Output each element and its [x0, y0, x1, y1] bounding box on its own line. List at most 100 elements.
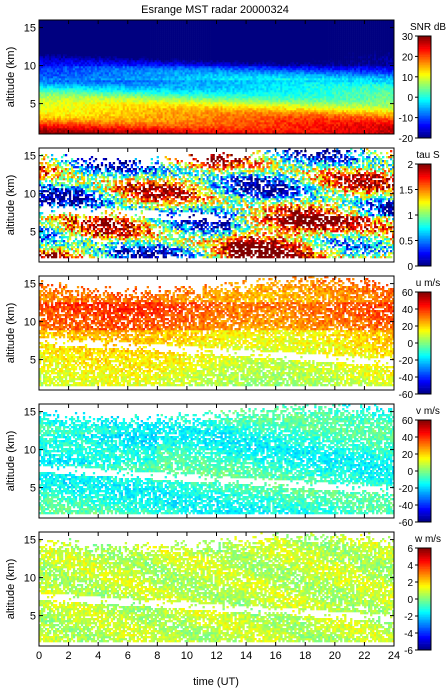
- heatmap-cell: [85, 118, 87, 120]
- heatmap-cell: [143, 32, 145, 34]
- heatmap-cell: [45, 112, 47, 114]
- heatmap-cell: [125, 102, 127, 104]
- heatmap-cell: [83, 90, 85, 92]
- heatmap-cell: [199, 110, 201, 112]
- heatmap-cell: [167, 68, 169, 70]
- heatmap-cell: [159, 90, 161, 92]
- heatmap-cell: [141, 78, 143, 80]
- heatmap-cell: [63, 40, 65, 42]
- heatmap-cell: [155, 106, 157, 108]
- heatmap-cell: [93, 24, 95, 26]
- heatmap-cell: [205, 70, 207, 72]
- heatmap-cell: [183, 46, 185, 48]
- heatmap-cell: [87, 108, 89, 110]
- heatmap-cell: [173, 128, 175, 130]
- heatmap-cell: [59, 32, 61, 34]
- heatmap-cell: [89, 86, 91, 88]
- heatmap-cell: [187, 46, 189, 48]
- heatmap-cell: [161, 82, 163, 84]
- heatmap-cell: [179, 26, 181, 28]
- heatmap-cell: [63, 32, 65, 34]
- heatmap-cell: [63, 70, 65, 72]
- heatmap-cell: [55, 92, 57, 94]
- heatmap-cell: [175, 36, 177, 38]
- heatmap-cell: [55, 54, 57, 56]
- heatmap-cell: [143, 118, 145, 120]
- heatmap-cell: [139, 56, 141, 58]
- heatmap-cell: [51, 46, 53, 48]
- heatmap-cell: [157, 76, 159, 78]
- heatmap-cell: [67, 82, 69, 84]
- heatmap-cell: [83, 98, 85, 100]
- heatmap-cell: [213, 100, 215, 102]
- heatmap-cell: [129, 130, 131, 132]
- heatmap-cell: [53, 88, 55, 90]
- heatmap-cell: [47, 76, 49, 78]
- heatmap-cell: [55, 48, 57, 50]
- heatmap-cell: [125, 114, 127, 116]
- heatmap-cell: [45, 38, 47, 40]
- heatmap-cell: [109, 126, 111, 128]
- heatmap-cell: [213, 94, 215, 96]
- heatmap-cell: [119, 106, 121, 108]
- heatmap-cell: [213, 76, 215, 78]
- heatmap-cell: [147, 34, 149, 36]
- heatmap-cell: [145, 56, 147, 58]
- heatmap-cell: [195, 116, 197, 118]
- heatmap-cell: [171, 52, 173, 54]
- heatmap-cell: [179, 34, 181, 36]
- heatmap-cell: [139, 110, 141, 112]
- heatmap-cell: [125, 120, 127, 122]
- heatmap-cell: [145, 80, 147, 82]
- heatmap-cell: [213, 82, 215, 84]
- heatmap-cell: [191, 100, 193, 102]
- heatmap-cell: [167, 82, 169, 84]
- heatmap-cell: [205, 90, 207, 92]
- heatmap-cell: [51, 56, 53, 58]
- heatmap-cell: [139, 116, 141, 118]
- heatmap-cell: [153, 40, 155, 42]
- heatmap-cell: [65, 22, 67, 24]
- heatmap-cell: [49, 68, 51, 70]
- heatmap-cell: [75, 94, 77, 96]
- heatmap-cell: [45, 40, 47, 42]
- heatmap-cell: [157, 82, 159, 84]
- heatmap-cell: [203, 28, 205, 30]
- heatmap-cell: [111, 102, 113, 104]
- heatmap-cell: [69, 24, 71, 26]
- heatmap-cell: [165, 106, 167, 108]
- heatmap-cell: [133, 66, 135, 68]
- heatmap-cell: [155, 76, 157, 78]
- heatmap-cell: [61, 110, 63, 112]
- heatmap-cell: [113, 96, 115, 98]
- heatmap-cell: [43, 32, 45, 34]
- heatmap-cell: [71, 120, 73, 122]
- heatmap-cell: [133, 78, 135, 80]
- heatmap-cell: [89, 70, 91, 72]
- heatmap-cell: [211, 96, 213, 98]
- heatmap-cell: [69, 76, 71, 78]
- heatmap-cell: [51, 64, 53, 66]
- heatmap-cell: [49, 62, 51, 64]
- heatmap-cell: [59, 84, 61, 86]
- heatmap-cell: [99, 82, 101, 84]
- heatmap-cell: [95, 104, 97, 106]
- heatmap-cell: [89, 128, 91, 130]
- heatmap-cell: [61, 48, 63, 50]
- heatmap-cell: [147, 28, 149, 30]
- heatmap-cell: [203, 76, 205, 78]
- heatmap-cell: [149, 68, 151, 70]
- heatmap-cell: [71, 116, 73, 118]
- heatmap-cell: [73, 74, 75, 76]
- heatmap-cell: [163, 32, 165, 34]
- heatmap-cell: [117, 74, 119, 76]
- heatmap-cell: [95, 22, 97, 24]
- heatmap-cell: [141, 24, 143, 26]
- heatmap-cell: [57, 38, 59, 40]
- heatmap-cell: [79, 74, 81, 76]
- heatmap-cell: [191, 94, 193, 96]
- heatmap-cell: [113, 80, 115, 82]
- heatmap-cell: [93, 130, 95, 132]
- heatmap-cell: [199, 40, 201, 42]
- heatmap-cell: [97, 64, 99, 66]
